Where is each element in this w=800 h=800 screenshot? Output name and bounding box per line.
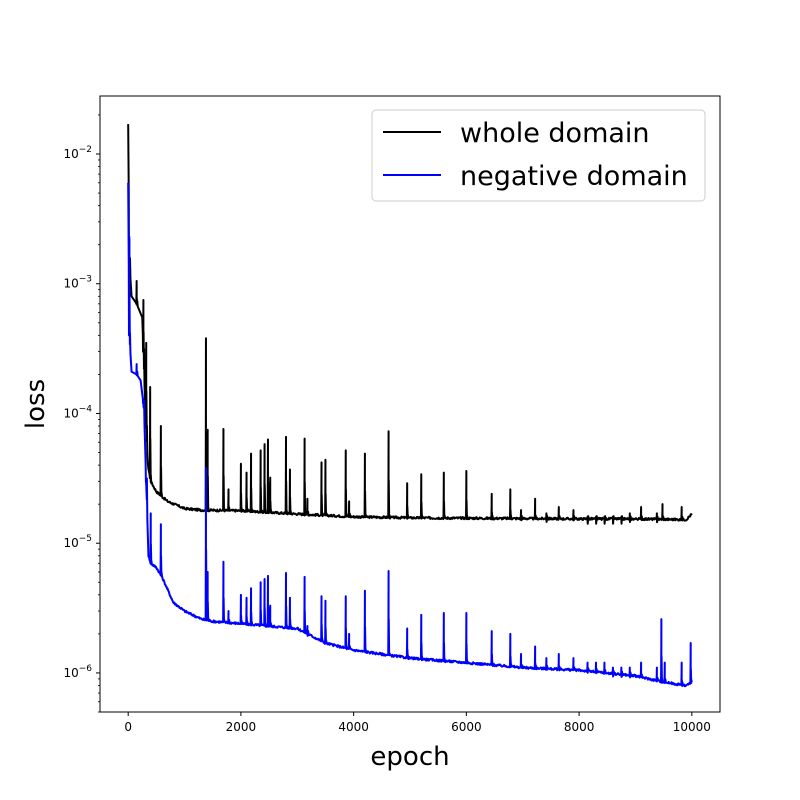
y-tick-label: 10−2	[63, 145, 92, 161]
y-tick-label: 10−5	[63, 534, 92, 550]
x-tick-label: 0	[124, 720, 132, 734]
y-axis-label: loss	[21, 379, 51, 429]
x-tick-label: 8000	[564, 720, 595, 734]
x-axis-label: epoch	[370, 742, 449, 772]
series-line-negative-domain	[127, 182, 693, 688]
y-tick-label: 10−4	[63, 404, 92, 420]
series-line-whole-domain	[127, 124, 693, 525]
x-tick-label: 4000	[338, 720, 369, 734]
legend-label-negative-domain: negative domain	[460, 161, 688, 192]
legend-label-whole-domain: whole domain	[460, 118, 650, 149]
y-tick-label: 10−6	[63, 664, 92, 680]
x-tick-label: 10000	[673, 720, 711, 734]
x-tick-label: 2000	[226, 720, 257, 734]
y-tick-label: 10−3	[63, 275, 92, 291]
plot-frame	[99, 95, 721, 713]
legend-box	[371, 109, 706, 202]
legend: whole domain negative domain	[371, 109, 706, 202]
x-tick-label: 6000	[451, 720, 482, 734]
